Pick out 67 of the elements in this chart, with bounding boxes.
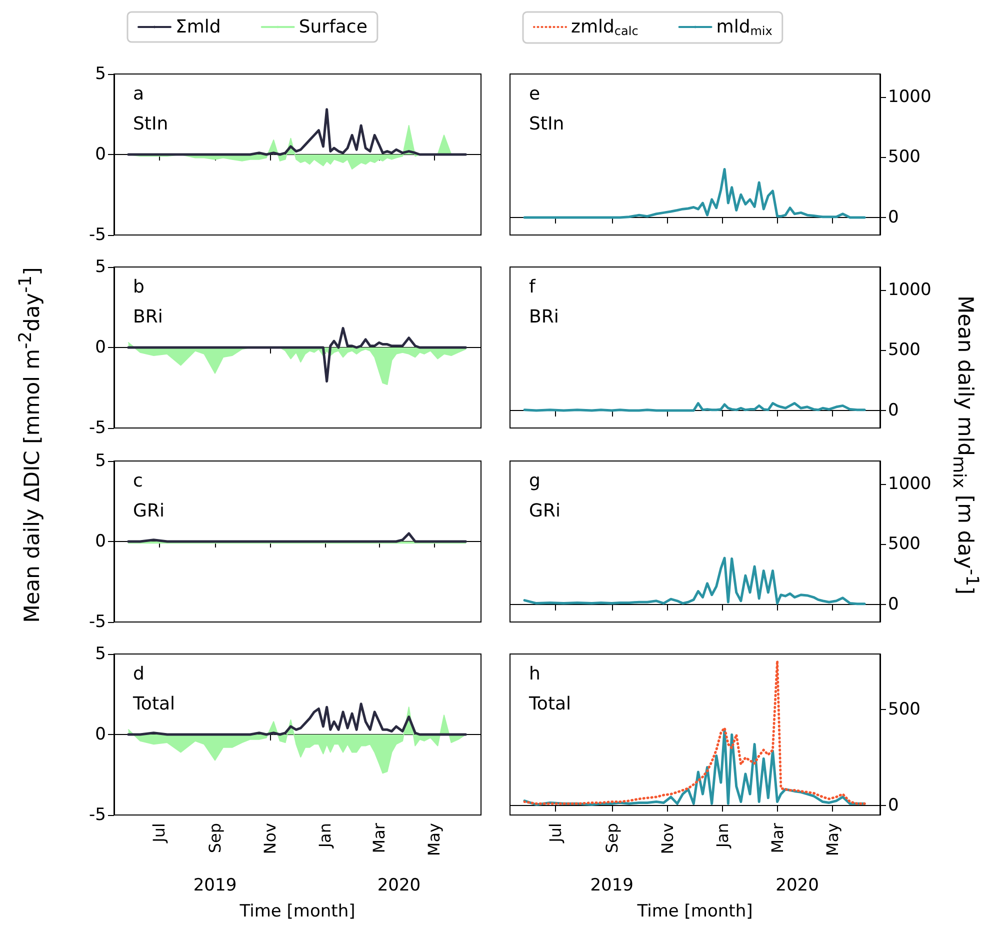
text: g: [529, 470, 540, 492]
x-tick-label: Mar: [370, 822, 389, 854]
y-tick-label: -5: [89, 225, 106, 245]
text: d: [133, 664, 144, 684]
y-tick-label: 1000: [888, 280, 932, 300]
legend-label: Surface: [298, 16, 368, 38]
y-tick-label: 0: [95, 532, 106, 552]
text: GRi: [529, 500, 560, 522]
text: Total: [528, 694, 572, 714]
text: b: [133, 276, 144, 298]
x-tick-label: May: [823, 823, 842, 856]
y-tick-label: 500: [888, 534, 920, 554]
y-tick-label: 5: [95, 257, 106, 277]
y-tick-label: 5: [95, 451, 106, 471]
line-series: [523, 168, 866, 219]
y-tick-label: -5: [89, 805, 106, 825]
x-tick-label: Nov: [658, 823, 677, 854]
y-tick-label: 5: [95, 644, 106, 664]
x-tick-label: Jul: [546, 823, 565, 844]
text: Total: [132, 694, 176, 714]
y-tick-label: 0: [888, 208, 899, 228]
line-series: [523, 556, 866, 606]
line-series: [523, 660, 866, 805]
line-series: [523, 402, 866, 412]
text: f: [529, 276, 536, 298]
legend-label: mldmix: [716, 16, 772, 38]
y-tick-label: 500: [888, 147, 920, 168]
legend-label: zmldcalc: [571, 16, 638, 38]
y-tick-label: 0: [95, 144, 106, 164]
y-tick-label: -5: [89, 418, 106, 438]
text: GRi: [133, 500, 164, 522]
y-tick-label: 5: [95, 64, 106, 84]
y-tick-label: 1000: [888, 474, 932, 494]
x2-tick-label: 2019: [590, 876, 634, 896]
x2-tick-label: 2020: [776, 876, 819, 896]
text: c: [133, 470, 143, 492]
text: BRi: [529, 306, 559, 328]
y-tick-label: 0: [888, 796, 899, 816]
y-tick-label: 0: [95, 724, 106, 744]
y-tick-label: 500: [888, 700, 920, 720]
x-tick-label: Sep: [205, 823, 224, 854]
text: e: [529, 84, 540, 104]
text: BRi: [133, 306, 163, 328]
x-axis-title: Time [month]: [238, 902, 356, 922]
y-tick-label: 0: [95, 338, 106, 358]
line-series: [127, 326, 467, 383]
line-series: [127, 108, 467, 156]
x-axis-title: Time [month]: [636, 902, 753, 922]
text: StIn: [529, 114, 564, 134]
x-tick-label: Nov: [260, 823, 280, 854]
x-tick-label: Jan: [316, 823, 335, 849]
legend-label: Σmld: [176, 16, 221, 38]
y-tick-label: 1000: [888, 86, 932, 107]
y-tick-label: -5: [89, 612, 106, 632]
text: a: [133, 84, 144, 104]
x2-tick-label: 2019: [193, 876, 237, 896]
text: h: [529, 664, 540, 684]
x-tick-label: Jul: [150, 823, 169, 844]
x-tick-label: Sep: [602, 823, 622, 854]
x-tick-label: May: [424, 823, 444, 856]
x-tick-label: Jan: [713, 823, 732, 849]
x2-tick-label: 2020: [377, 876, 421, 896]
y-tick-label: 0: [888, 400, 899, 421]
text: StIn: [133, 114, 168, 134]
x-tick-label: Mar: [768, 822, 787, 854]
y-tick-label: 500: [888, 340, 920, 360]
y-tick-label: 0: [888, 594, 899, 615]
